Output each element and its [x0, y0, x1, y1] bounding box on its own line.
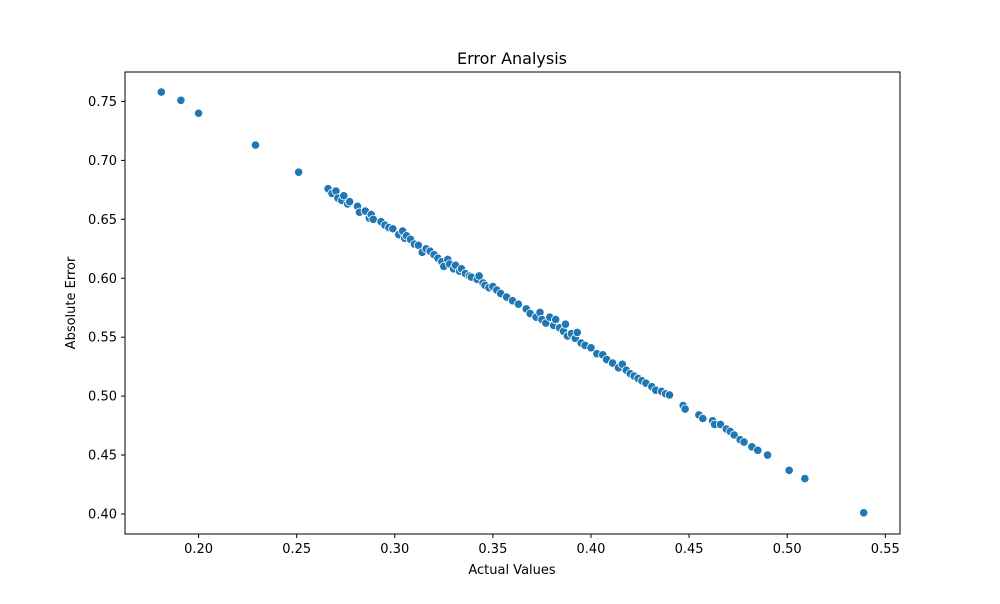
data-point: [551, 314, 561, 325]
y-tick-label: 0.50: [88, 390, 117, 405]
data-point: [753, 445, 763, 455]
data-point: [739, 437, 749, 447]
x-tick-label: 0.40: [577, 542, 606, 557]
y-axis: 0.40 0.45 0.50 0.55 0.60 0.65 0.70 0.75: [88, 95, 125, 522]
x-tick-label: 0.35: [478, 542, 507, 557]
data-point: [339, 191, 349, 201]
data-point: [729, 430, 739, 440]
data-point: [800, 474, 810, 484]
y-tick-label: 0.40: [88, 507, 117, 522]
data-point: [250, 140, 261, 150]
x-tick-label: 0.30: [380, 542, 409, 557]
data-point: [345, 197, 355, 207]
data-point: [368, 214, 378, 224]
x-axis-label: Actual Values: [468, 563, 556, 578]
data-point: [715, 419, 726, 429]
data-point: [193, 108, 204, 118]
y-tick-label: 0.65: [88, 213, 117, 228]
data-point: [664, 390, 675, 400]
x-tick-label: 0.50: [773, 542, 802, 557]
data-point: [474, 271, 484, 281]
data-point: [784, 465, 794, 475]
data-point: [680, 404, 690, 414]
chart-title: Error Analysis: [457, 49, 567, 68]
data-point: [762, 450, 773, 460]
data-point: [572, 327, 582, 338]
y-tick-label: 0.70: [88, 154, 117, 169]
data-point: [607, 358, 618, 368]
x-tick-label: 0.55: [871, 542, 900, 557]
x-axis: 0.20 0.25 0.30 0.35 0.40 0.45 0.50 0.55: [184, 534, 900, 557]
points-layer: [156, 87, 869, 518]
data-point: [388, 224, 398, 234]
data-point: [859, 508, 869, 518]
y-tick-label: 0.60: [88, 272, 117, 287]
data-point: [560, 319, 571, 329]
data-point: [513, 299, 523, 309]
x-tick-label: 0.20: [184, 542, 213, 557]
data-point: [413, 240, 423, 250]
y-tick-label: 0.55: [88, 331, 117, 346]
data-point: [156, 87, 166, 97]
plot-area-frame: [124, 71, 901, 535]
y-tick-label: 0.45: [88, 449, 117, 464]
x-tick-label: 0.25: [282, 542, 311, 557]
x-tick-label: 0.45: [675, 542, 704, 557]
y-tick-label: 0.75: [88, 95, 117, 110]
data-point: [176, 95, 186, 105]
data-point: [294, 167, 304, 177]
data-point: [586, 343, 596, 353]
data-point: [698, 413, 708, 424]
y-axis-label: Absolute Error: [64, 256, 79, 349]
